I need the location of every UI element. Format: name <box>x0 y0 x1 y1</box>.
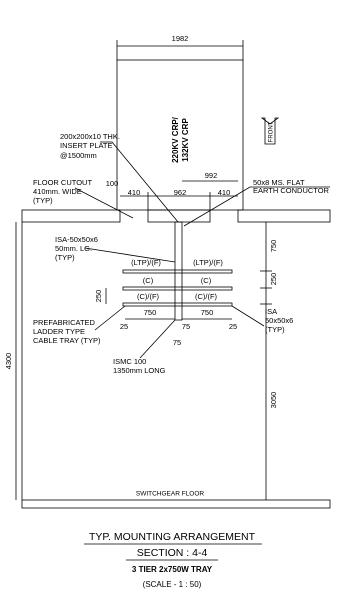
subtitle: 3 TIER 2x750W TRAY <box>132 565 213 574</box>
dim-text: 25 <box>120 322 128 331</box>
panel-label: 220KV CRP/ <box>171 116 180 163</box>
tray-label: (C) <box>201 276 212 285</box>
note: 50mm. LG. <box>55 244 92 253</box>
leader <box>183 186 330 227</box>
dim-text: 3050 <box>269 392 278 409</box>
floor-slab <box>237 209 331 223</box>
dim-text: 410 <box>218 188 231 197</box>
note: EARTH CONDUCTOR <box>253 186 330 195</box>
note: 50x50x6 <box>265 316 293 325</box>
title: TYP. MOUNTING ARRANGEMENT <box>89 531 256 543</box>
note: ISA <box>265 307 277 316</box>
note: @1500mm <box>60 151 97 160</box>
leader <box>94 305 126 331</box>
dim-text: 4300 <box>4 353 13 370</box>
note: (TYP) <box>265 325 285 334</box>
floor-slab <box>21 209 121 223</box>
leader <box>231 305 265 327</box>
note: ISA-50x50x6 <box>55 235 98 244</box>
tray <box>122 286 233 291</box>
note: (TYP) <box>33 196 53 205</box>
leader <box>139 319 176 359</box>
tray-label: (C)/(F) <box>137 292 160 301</box>
title: SECTION : 4-4 <box>137 547 208 559</box>
dim-text: 1982 <box>172 34 189 43</box>
note: INSERT PLATE <box>60 141 113 150</box>
tray <box>122 269 233 274</box>
tray-label: (C) <box>143 276 154 285</box>
dim-text: 750 <box>201 308 214 317</box>
dim-text: 250 <box>269 273 278 286</box>
note: ISMC 100 <box>113 357 146 366</box>
leader <box>84 247 176 263</box>
dim-text: 100 <box>106 179 119 188</box>
floor-label: SWITCHGEAR FLOOR <box>136 491 205 498</box>
note: 410mm. WIDE <box>33 187 82 196</box>
tray-label: (C)/(F) <box>195 292 218 301</box>
dim-text: 25 <box>229 322 237 331</box>
tray <box>122 302 233 307</box>
note: (TYP) <box>55 253 75 262</box>
front-arrow <box>260 117 280 145</box>
note: 200x200x10 THK. <box>60 132 120 141</box>
dim-text: 410 <box>128 188 141 197</box>
dim-text: 750 <box>144 308 157 317</box>
tray-label: (LTP)/(F) <box>131 258 161 267</box>
panel-label: 132KV CRP <box>181 118 190 162</box>
note: 1350mm LONG <box>113 366 166 375</box>
note: FLOOR CUTOUT <box>33 178 92 187</box>
dim-text: 750 <box>269 240 278 253</box>
note: CABLE TRAY (TYP) <box>33 336 101 345</box>
leader <box>100 141 179 223</box>
dim-text: 75 <box>173 338 181 347</box>
note: 50x8 MS. FLAT <box>253 178 305 187</box>
switchgear-floor <box>21 499 331 509</box>
front-label: FRONT <box>269 121 275 142</box>
subtitle: (SCALE - 1 : 50) <box>143 580 202 589</box>
dim-text: 75 <box>182 322 190 331</box>
dim-text: 250 <box>94 290 103 303</box>
ismc-column <box>174 221 183 321</box>
tray-label: (LTP)/(F) <box>193 258 223 267</box>
note: LADDER TYPE <box>33 327 85 336</box>
leader <box>74 187 134 219</box>
dim-text: 992 <box>205 171 218 180</box>
dim-text: 962 <box>174 188 187 197</box>
note: PREFABRICATED <box>33 318 96 327</box>
